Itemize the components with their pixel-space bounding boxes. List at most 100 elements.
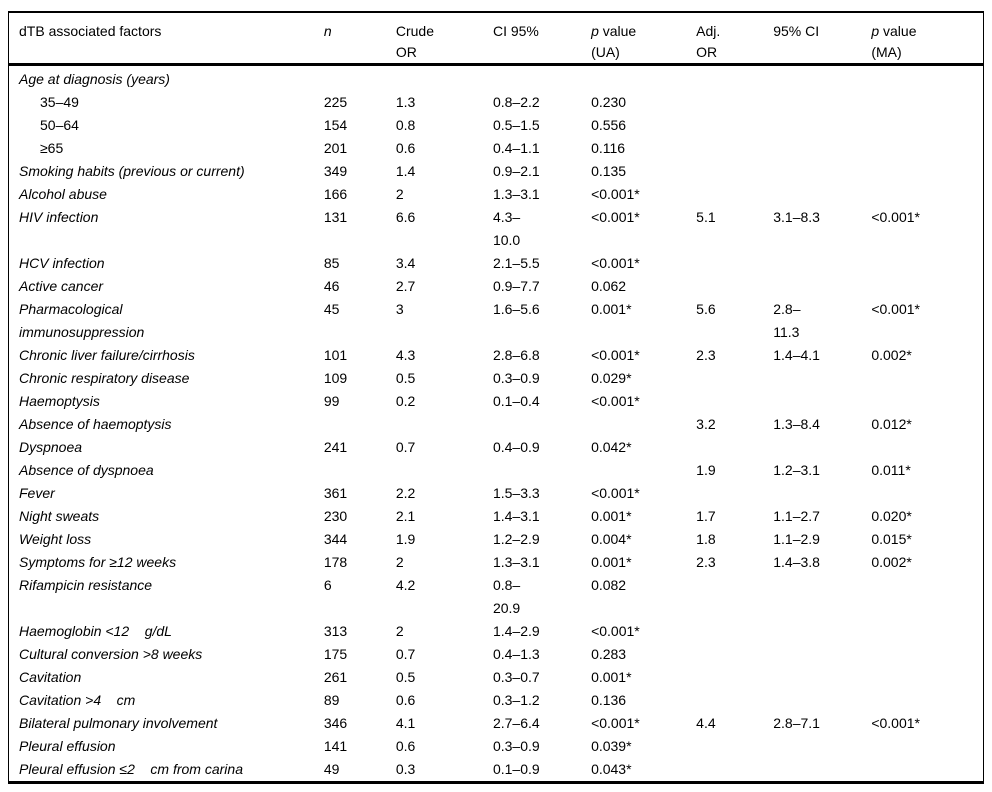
ci95-ma-cell: 2.8–7.1 [773,715,820,731]
adj-or-cell: 1.7 [696,508,716,524]
n-cell [324,65,396,92]
n-cell: 85 [323,255,340,271]
ci95-ma-cell [773,735,871,758]
table-row: Weight loss 344 1.9 1.2–2.9 0.004* 1.8 1… [9,528,984,551]
adj-or-cell: 5.1 [696,209,716,225]
ci95-ua-cell: 4.3– 10.0 [492,209,521,248]
adj-or-cell [696,367,773,390]
factor-cell: Haemoglobin <12 g/dL [19,623,172,639]
crude-or-cell: 4.3 [395,347,416,363]
ci95-ma-cell: 1.1–2.7 [773,508,820,524]
factor-cell: Absence of dyspnoea [19,462,154,478]
ci95-ma-cell [773,65,871,92]
factor-cell: Active cancer [19,278,104,294]
header-p-ua-italic: p [591,23,599,39]
p-value-ma-cell [871,666,983,689]
p-value-ma-cell [871,183,983,206]
adj-or-cell [696,91,773,114]
n-cell: 201 [323,140,348,156]
ci95-ma-cell [773,482,871,505]
adj-or-cell [696,65,773,92]
ci95-ma-cell [773,183,871,206]
p-value-ma-cell: <0.001* [871,301,920,317]
n-cell [324,459,396,482]
adj-or-cell: 2.3 [696,554,716,570]
table-row: Cavitation 261 0.5 0.3–0.7 0.001* [9,666,984,689]
p-value-ma-cell: <0.001* [871,209,920,225]
p-value-ma-cell [871,482,983,505]
n-cell: 99 [323,393,340,409]
crude-or-cell: 0.6 [395,692,416,708]
crude-or-cell: 1.9 [395,531,416,547]
header-n: n [323,12,396,66]
crude-or-cell: 1.4 [395,163,416,179]
crude-or-cell: 1.3 [395,94,416,110]
p-value-ma-cell [871,114,983,137]
factor-cell: Cavitation >4 cm [19,692,136,708]
n-cell: 154 [323,117,348,133]
ci95-ua-cell: 2.1–5.5 [492,255,540,271]
p-value-ua-cell: 0.230 [591,94,627,110]
p-value-ua-cell: 0.001* [591,554,632,570]
header-n-label: n [323,23,332,39]
ci95-ua-cell: 0.4–1.1 [492,140,540,156]
n-cell: 225 [323,94,348,110]
ci95-ua-cell: 0.9–7.7 [492,278,540,294]
adj-or-cell [696,252,773,275]
n-cell: 178 [323,554,348,570]
n-cell: 344 [323,531,348,547]
header-ci95-ma: 95% CI [773,12,872,66]
header-ci95-ua: CI 95% [492,12,592,66]
header-adj-or-line2: OR [696,44,718,60]
p-value-ua-cell: <0.001* [591,255,640,271]
crude-or-cell: 4.2 [395,577,416,593]
table-row: Absence of haemoptysis 3.2 1.3–8.4 0.012… [9,413,984,436]
adj-or-cell [696,620,773,643]
n-cell: 46 [323,278,340,294]
header-p-ma-rest: value [879,23,917,39]
header-adj-or: Adj. OR [696,12,774,66]
p-value-ma-cell [871,390,983,413]
table-row: Smoking habits (previous or current) 349… [9,160,984,183]
p-value-ua-cell: 0.556 [591,117,627,133]
ci95-ua-cell [493,459,591,482]
factor-cell: ≥65 [40,140,64,156]
p-value-ma-cell: 0.002* [871,554,912,570]
ci95-ma-cell [773,436,871,459]
adj-or-cell [696,666,773,689]
crude-or-cell: 0.2 [395,393,416,409]
ci95-ua-cell: 0.5–1.5 [492,117,540,133]
ci95-ua-cell: 0.3–1.2 [492,692,540,708]
ci95-ua-cell: 1.3–3.1 [492,186,540,202]
ci95-ua-cell [493,413,591,436]
ci95-ua-cell: 0.4–0.9 [492,439,540,455]
header-p-value-ma: p value (MA) [871,12,984,66]
table-row: Absence of dyspnoea 1.9 1.2–3.1 0.011* [9,459,984,482]
ci95-ma-cell: 1.4–3.8 [773,554,820,570]
header-ci95-ua-label: CI 95% [492,23,539,39]
crude-or-cell: 4.1 [395,715,416,731]
p-value-ua-cell [591,413,696,436]
crude-or-cell: 0.7 [395,646,416,662]
p-value-ua-cell: <0.001* [591,186,640,202]
p-value-ua-cell [591,459,696,482]
factor-cell: Bilateral pulmonary involvement [19,715,218,731]
adj-or-cell: 5.6 [696,301,716,317]
adj-or-cell [696,758,773,783]
factor-cell: Dyspnoea [19,439,83,455]
table-row: Age at diagnosis (years) [9,65,984,92]
crude-or-cell: 0.8 [395,117,416,133]
ci95-ua-cell: 0.3–0.9 [492,738,540,754]
ci95-ma-cell [773,114,871,137]
n-cell: 230 [323,508,348,524]
factor-cell: Weight loss [19,531,92,547]
factor-cell: Cavitation [19,669,82,685]
factor-cell: 50–64 [40,117,79,133]
p-value-ma-cell: 0.012* [871,416,912,432]
header-crude-or: Crude OR [395,12,493,66]
ci95-ua-cell: 2.8–6.8 [492,347,540,363]
table-row: Symptoms for ≥12 weeks 178 2 1.3–3.1 0.0… [9,551,984,574]
n-cell: 6 [323,577,332,593]
p-value-ma-cell: <0.001* [871,715,920,731]
ci95-ua-cell: 1.4–3.1 [492,508,540,524]
